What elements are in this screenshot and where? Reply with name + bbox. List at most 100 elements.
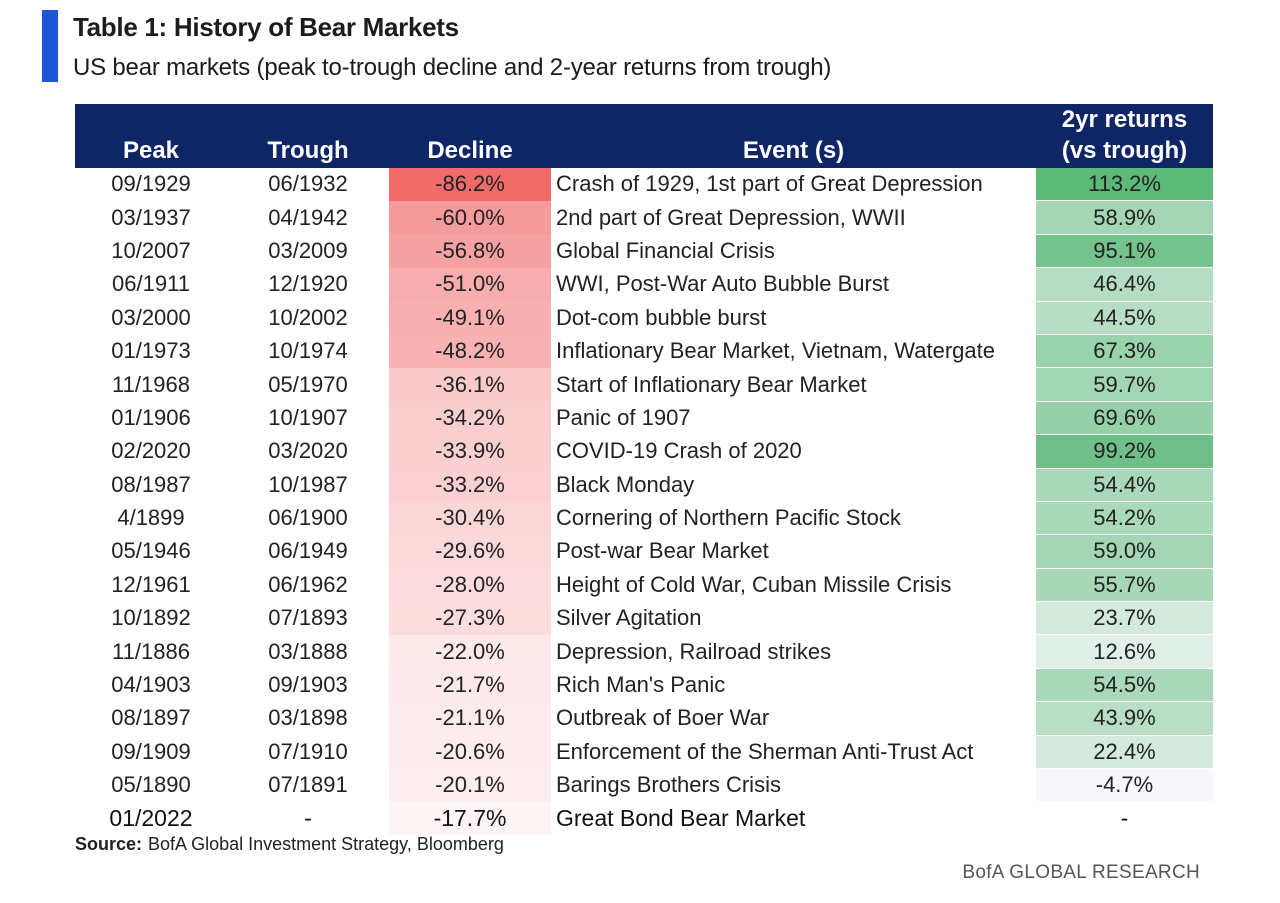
returns-cell: 54.2% — [1036, 501, 1213, 536]
table-row: 03/2000 10/2002 -49.1% Dot-com bubble burst… — [75, 301, 1213, 335]
event-cell: Depression, Railroad strikes — [556, 638, 832, 664]
trough-cell: 10/1974 — [268, 338, 348, 364]
peak-cell: 11/1968 — [112, 371, 190, 397]
event-cell: Post-war Bear Market — [556, 538, 769, 564]
column-header-returns-line2: (vs trough) — [1061, 137, 1188, 164]
peak-cell: 04/1903 — [111, 672, 191, 698]
returns-cell: 67.3% — [1036, 334, 1213, 369]
table-row: 02/2020 03/2020 -33.9% COVID-19 Crash of 20… — [75, 434, 1213, 469]
table-body: 09/1929 06/1932 -86.2% Crash of 1929, 1st p… — [75, 168, 1213, 836]
peak-cell: 09/1929 — [111, 171, 191, 197]
decline-cell: -21.1% — [389, 701, 551, 736]
peak-cell: 08/1897 — [111, 705, 191, 731]
table-subtitle: US bear markets (peak to-trough decline … — [73, 54, 832, 81]
returns-cell: 99.2% — [1036, 434, 1213, 469]
decline-cell: -28.0% — [389, 568, 551, 602]
trough-cell: 04/1942 — [268, 204, 348, 230]
peak-cell: 4/1899 — [117, 505, 185, 531]
event-cell: Panic of 1907 — [556, 404, 691, 430]
bear-markets-table: Peak Trough Decline Event (s) 2yr return… — [75, 104, 1213, 836]
peak-cell: 10/2007 — [111, 237, 191, 263]
trough-cell: 07/1910 — [268, 738, 348, 764]
decline-cell: -33.2% — [389, 468, 551, 502]
accent-bar — [42, 10, 58, 82]
column-header-returns-line1: 2yr returns — [1061, 106, 1188, 133]
decline-cell: -29.6% — [389, 534, 551, 569]
decline-cell: -30.4% — [389, 501, 551, 535]
table-header-row: Peak Trough Decline Event (s) 2yr return… — [75, 104, 1213, 168]
trough-cell: 10/1987 — [268, 471, 348, 497]
table-row: 08/1897 03/1898 -21.1% Outbreak of Boer War… — [75, 701, 1213, 736]
brand-footer: BofA GLOBAL RESEARCH — [962, 862, 1200, 883]
decline-cell: -22.0% — [389, 634, 551, 669]
column-header-returns: 2yr returns (vs trough) — [1036, 104, 1213, 168]
table-row: 04/1903 09/1903 -21.7% Rich Man's Panic 54.5… — [75, 668, 1213, 703]
peak-cell: 02/2020 — [111, 438, 191, 464]
table-row: 10/2007 03/2009 -56.8% Global Financial Cri… — [75, 234, 1213, 269]
returns-cell: 59.7% — [1036, 367, 1213, 402]
returns-cell: 22.4% — [1036, 735, 1213, 770]
event-cell: Great Bond Bear Market — [556, 805, 806, 832]
event-cell: Inflationary Bear Market, Vietnam, Water… — [556, 338, 995, 364]
source-text: BofA Global Investment Strategy, Bloombe… — [148, 834, 504, 854]
peak-cell: 08/1987 — [111, 471, 191, 497]
event-cell: Outbreak of Boer War — [556, 705, 770, 731]
event-cell: WWI, Post-War Auto Bubble Burst — [556, 271, 889, 297]
column-header-event: Event (s) — [551, 104, 1036, 168]
event-cell: Crash of 1929, 1st part of Great Depress… — [556, 171, 983, 197]
returns-cell: 113.2% — [1036, 168, 1213, 202]
returns-cell: 44.5% — [1036, 301, 1213, 335]
returns-cell: 43.9% — [1036, 701, 1213, 736]
returns-cell: 12.6% — [1036, 634, 1213, 669]
decline-cell: -21.7% — [389, 668, 551, 702]
table-row: 4/1899 06/1900 -30.4% Cornering of Northern… — [75, 501, 1213, 536]
decline-cell: -27.3% — [389, 601, 551, 635]
trough-cell: 03/2009 — [268, 237, 348, 263]
returns-cell: 46.4% — [1036, 267, 1213, 302]
peak-cell: 01/2022 — [109, 805, 193, 832]
trough-cell: 06/1962 — [268, 571, 348, 597]
event-cell: Height of Cold War, Cuban Missile Crisis — [556, 571, 952, 597]
peak-cell: 03/2000 — [111, 304, 191, 330]
decline-cell: -20.6% — [389, 735, 551, 769]
returns-cell: 59.0% — [1036, 534, 1213, 569]
event-cell: COVID-19 Crash of 2020 — [556, 438, 802, 464]
trough-cell: 03/2020 — [268, 438, 348, 464]
decline-cell: -56.8% — [389, 234, 551, 268]
table-row: 12/1961 06/1962 -28.0% Height of Cold War, … — [75, 568, 1213, 603]
returns-cell: 69.6% — [1036, 401, 1213, 436]
decline-cell: -20.1% — [389, 768, 551, 802]
returns-cell: 95.1% — [1036, 234, 1213, 269]
event-cell: Silver Agitation — [556, 605, 702, 631]
table-row: 01/2022 - -17.7% Great Bond Bear Market - — [75, 801, 1213, 836]
returns-cell: 58.9% — [1036, 200, 1213, 235]
peak-cell: 06/1911 — [112, 271, 190, 297]
trough-cell: - — [304, 805, 312, 832]
event-cell: Start of Inflationary Bear Market — [556, 371, 867, 397]
trough-cell: 07/1891 — [268, 772, 348, 798]
decline-cell: -49.1% — [389, 301, 551, 335]
event-cell: 2nd part of Great Depression, WWII — [556, 204, 906, 230]
decline-cell: -36.1% — [389, 367, 551, 402]
table-row: 08/1987 10/1987 -33.2% Black Monday 54.4% — [75, 468, 1213, 502]
column-header-decline: Decline — [389, 104, 551, 168]
trough-cell: 03/1898 — [268, 705, 348, 731]
returns-cell: 54.4% — [1036, 468, 1213, 502]
trough-cell: 09/1903 — [268, 672, 348, 698]
table-row: 10/1892 07/1893 -27.3% Silver Agitation 23.7… — [75, 601, 1213, 636]
table-row: 01/1906 10/1907 -34.2% Panic of 1907 69.6% — [75, 401, 1213, 436]
table-row: 06/1911 12/1920 -51.0% WWI, Post-War Auto B… — [75, 267, 1213, 302]
peak-cell: 09/1909 — [111, 738, 191, 764]
trough-cell: 06/1900 — [268, 505, 348, 531]
table-row: 05/1890 07/1891 -20.1% Barings Brothers Cri… — [75, 768, 1213, 803]
decline-cell: -86.2% — [389, 168, 551, 201]
trough-cell: 10/2002 — [268, 304, 348, 330]
table-row: 05/1946 06/1949 -29.6% Post-war Bear Market… — [75, 534, 1213, 569]
source-note: Source: BofA Global Investment Strategy, … — [75, 834, 504, 855]
peak-cell: 01/1906 — [111, 404, 191, 430]
returns-cell: 55.7% — [1036, 568, 1213, 603]
trough-cell: 05/1970 — [268, 371, 348, 397]
table-row: 09/1909 07/1910 -20.6% Enforcement of the S… — [75, 735, 1213, 770]
decline-cell: -51.0% — [389, 267, 551, 302]
table-row: 01/1973 10/1974 -48.2% Inflationary Bear Ma… — [75, 334, 1213, 369]
